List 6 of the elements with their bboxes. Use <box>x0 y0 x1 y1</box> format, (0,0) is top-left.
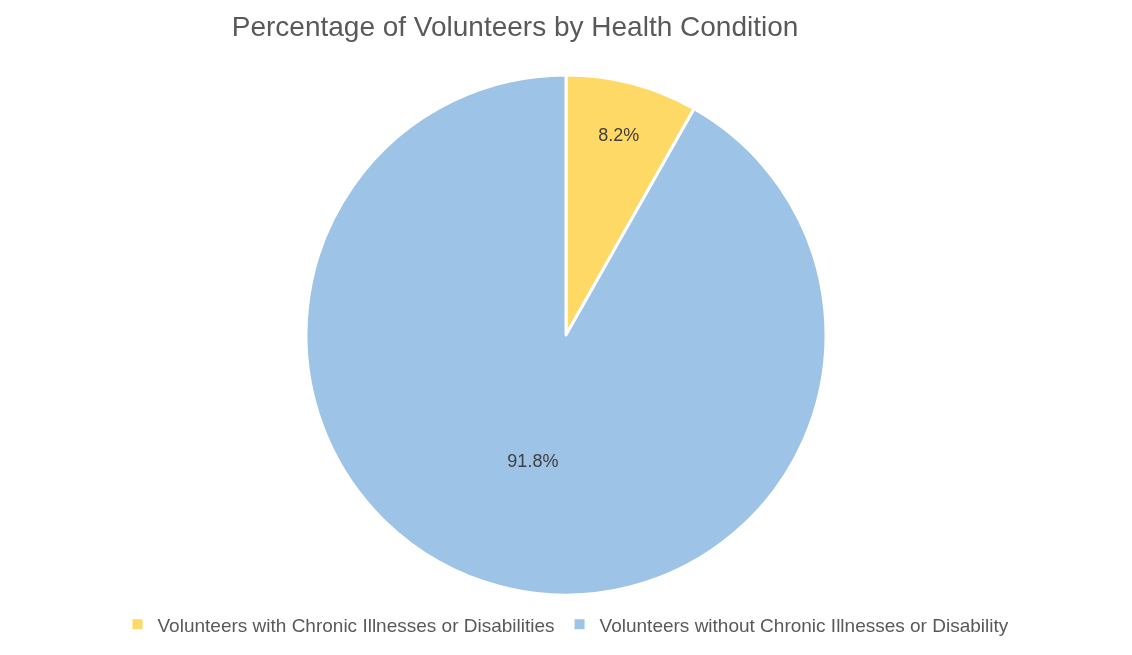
data-label: 8.2% <box>598 124 640 145</box>
legend-label: Volunteers without Chronic Illnesses or Disability <box>599 614 1009 636</box>
data-label: 91.8% <box>507 450 559 471</box>
legend-label: Volunteers with Chronic Illnesses or Disabilities <box>157 614 555 636</box>
pie-slice <box>304 73 828 596</box>
chart-title: Percentage of Volunteers by Health Condition <box>231 10 799 42</box>
